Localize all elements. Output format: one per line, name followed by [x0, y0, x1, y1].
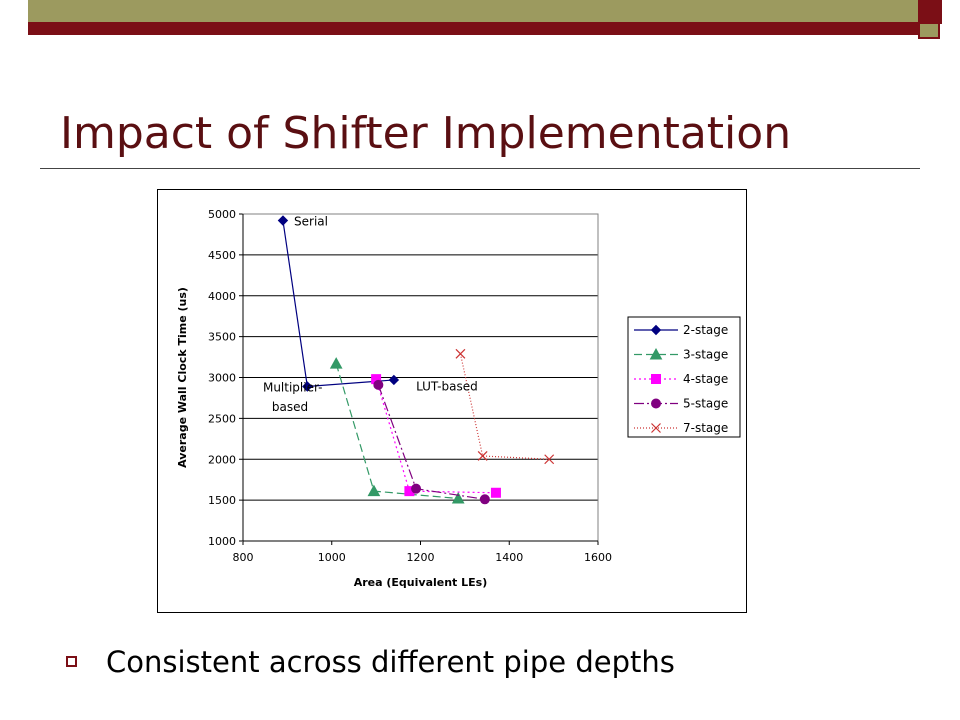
- annotation: Serial: [294, 214, 328, 228]
- point-2-stage: [302, 381, 313, 392]
- annotation: LUT-based: [416, 380, 478, 394]
- point-7-stage: [544, 454, 555, 465]
- legend-marker: [650, 324, 662, 336]
- legend-marker: [649, 347, 663, 360]
- legend-marker: [651, 374, 661, 384]
- point-5-stage: [479, 494, 490, 505]
- bullet-text: Consistent across different pipe depths: [106, 645, 675, 679]
- corner-square-bottom: [918, 22, 940, 39]
- y-tick-label: 2500: [208, 412, 236, 425]
- marker-stroke: [455, 348, 466, 359]
- legend-label: 5-stage: [683, 397, 728, 411]
- x-tick-label: 1000: [318, 551, 346, 564]
- y-tick-label: 3000: [208, 372, 236, 385]
- point-7-stage: [477, 451, 488, 461]
- series-line-7-stage: [459, 353, 550, 460]
- point-5-stage: [373, 379, 384, 390]
- title-divider: [40, 168, 920, 169]
- y-axis-label: Average Wall Clock Time (us): [176, 287, 189, 468]
- point-2-stage: [388, 374, 400, 386]
- corner-square-top: [918, 0, 942, 24]
- slide-title: Impact of Shifter Implementation: [60, 108, 792, 159]
- legend-label: 3-stage: [683, 348, 728, 362]
- legend-marker: [651, 423, 661, 433]
- point-4-stage: [490, 487, 501, 498]
- y-tick-label: 1000: [208, 535, 236, 548]
- bullet-square-icon: [66, 656, 77, 667]
- y-tick-label: 2000: [208, 453, 236, 466]
- header-band-olive: [28, 0, 918, 22]
- legend-label: 2-stage: [683, 323, 728, 337]
- legend-box: [627, 316, 741, 438]
- point-2-stage: [277, 215, 289, 226]
- point-7-stage: [455, 348, 466, 359]
- x-tick-label: 1600: [584, 551, 612, 564]
- marker-stroke: [651, 423, 661, 433]
- point-5-stage: [411, 483, 422, 494]
- x-tick-label: 800: [233, 551, 254, 564]
- marker-stroke: [544, 454, 555, 465]
- x-tick-label: 1200: [407, 551, 435, 564]
- legend-label: 7-stage: [683, 421, 728, 435]
- annotation: Multiplier-: [263, 380, 323, 394]
- legend-marker: [651, 398, 661, 409]
- marker-stroke: [477, 451, 488, 461]
- y-tick-label: 3500: [208, 331, 236, 344]
- x-axis-label: Area (Equivalent LEs): [354, 576, 488, 589]
- y-tick-label: 1500: [208, 494, 236, 507]
- point-3-stage: [451, 491, 465, 504]
- y-tick-label: 5000: [208, 208, 236, 221]
- chart: 1000 1500 2000 2500 3000 3500 4000 4500 5000 800 1…: [176, 208, 741, 589]
- header-band-maroon: [28, 22, 918, 35]
- y-tick-label: 4500: [208, 249, 236, 262]
- point-3-stage: [329, 357, 343, 369]
- legend-label: 4-stage: [683, 372, 728, 386]
- chart-frame: 1000 1500 2000 2500 3000 3500 4000 4500 5000 800 1…: [157, 189, 747, 613]
- point-3-stage: [367, 484, 381, 497]
- annotation: based: [272, 400, 308, 414]
- x-tick-label: 1400: [495, 551, 523, 564]
- y-tick-label: 4000: [208, 290, 236, 303]
